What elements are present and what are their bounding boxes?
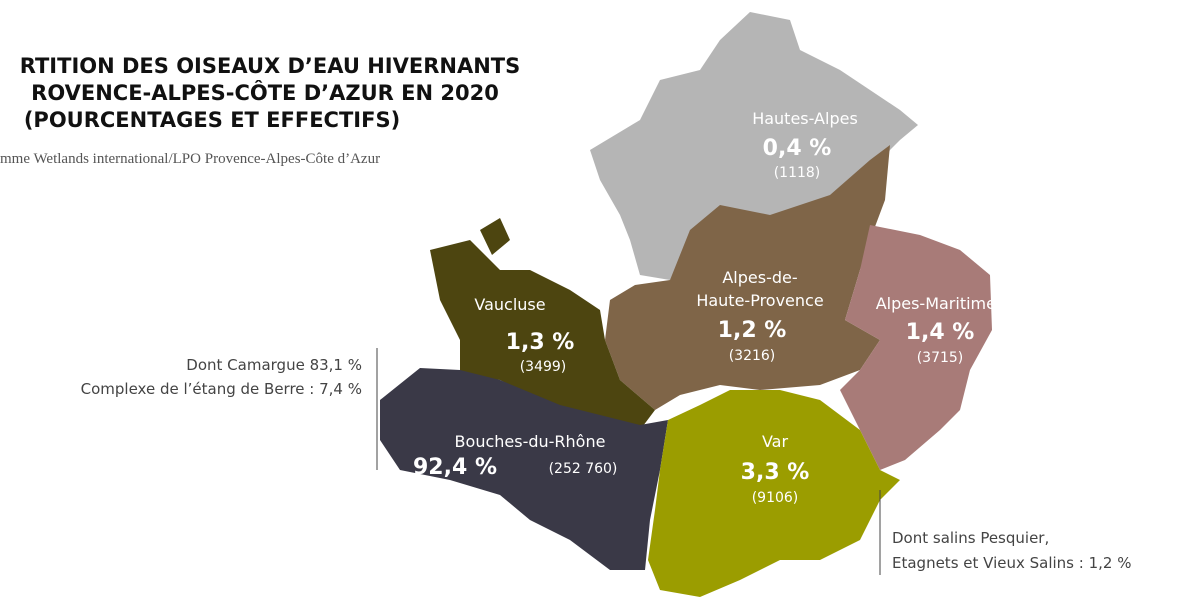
region-count: (252 760): [549, 461, 618, 477]
title: (POURCENTAGES ET EFFECTIFS): [24, 108, 400, 132]
region-percent: 92,4 %: [413, 455, 497, 480]
source: mme Wetlands international/LPO Provence-…: [0, 151, 380, 167]
region-count: (3216): [729, 348, 776, 364]
region-alpes-maritimes: [840, 225, 992, 470]
region-var: [648, 390, 900, 597]
note: Dont Camargue 83,1 %: [186, 356, 362, 374]
region-bouches-du-rhone: [380, 368, 668, 570]
region-vaucluse-enclave: [480, 218, 510, 255]
region-percent: 1,3 %: [506, 330, 575, 355]
note: Dont salins Pesquier,: [892, 529, 1049, 547]
title: ROVENCE-ALPES-CÔTE D’AZUR EN 2020: [31, 80, 499, 105]
region-name: Hautes-Alpes: [752, 109, 858, 128]
region-percent: 1,4 %: [906, 320, 975, 345]
note: Complexe de l’étang de Berre : 7,4 %: [81, 380, 362, 398]
region-count: (9106): [752, 490, 799, 506]
region-hautes-alpes: [590, 12, 918, 280]
region-name: Alpes-de-: [722, 268, 797, 287]
note: Etagnets et Vieux Salins : 1,2 %: [892, 554, 1131, 572]
region-name: Alpes-Maritimes: [876, 294, 1005, 313]
region-alpes-de-haute-provence: [605, 145, 890, 410]
region-name: Bouches-du-Rhône: [455, 432, 606, 451]
region-percent: 1,2 %: [718, 318, 787, 343]
region-percent: 3,3 %: [741, 460, 810, 485]
title: RTITION DES OISEAUX D’EAU HIVERNANTS: [20, 54, 520, 78]
region-count: (3715): [917, 350, 964, 366]
region-name: Var: [762, 432, 789, 451]
region-count: (3499): [520, 359, 567, 375]
region-name: Vaucluse: [474, 295, 545, 314]
region-name: Haute-Provence: [696, 291, 823, 310]
region-count: (1118): [774, 165, 821, 181]
region-vaucluse: [430, 240, 655, 430]
region-percent: 0,4 %: [763, 136, 832, 161]
